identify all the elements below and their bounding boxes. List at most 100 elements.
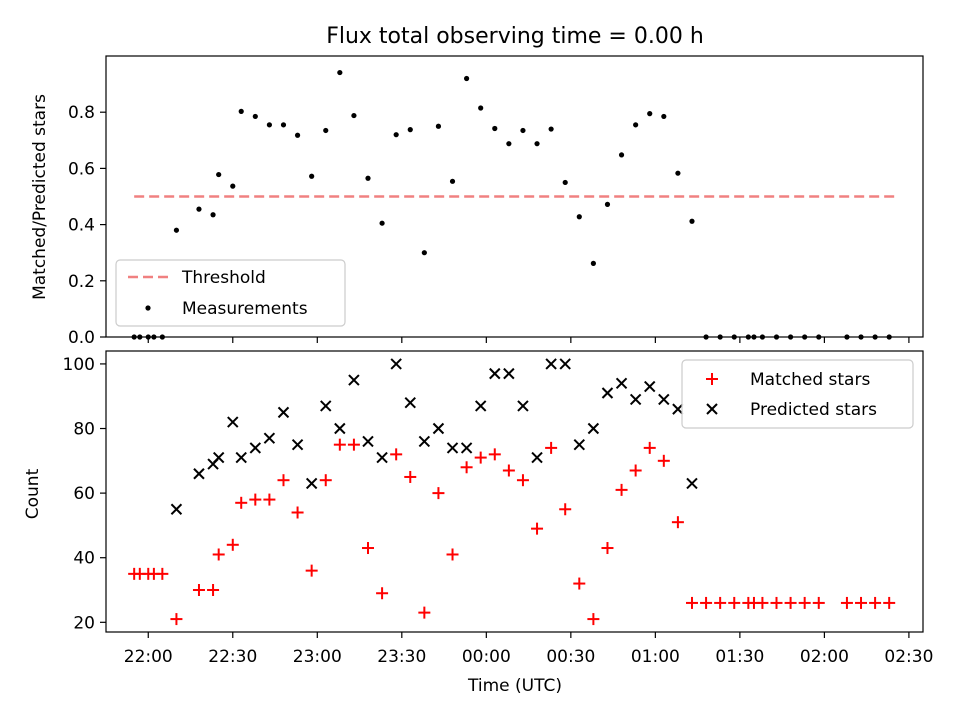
measurement-point [393,132,399,138]
bottom-y-tick-label: 20 [73,613,95,633]
matched-star-point [432,487,445,500]
matched-star-point [728,596,741,609]
top-axes-frame [105,55,924,338]
matched-star-point [784,596,797,609]
predicted-star-point [672,403,684,415]
matched-star-point [601,542,614,555]
matched-star-point [615,483,628,496]
top-legend: Threshold Measurements [115,259,346,327]
matched-star-point [869,596,882,609]
matched-star-point [446,548,459,561]
matched-star-point [798,596,811,609]
matched-star-point [333,438,346,451]
predicted-star-point [193,468,205,480]
measurement-point [309,173,315,179]
measurement-point [421,250,427,256]
matched-star-point [212,548,225,561]
measurement-point [689,218,695,224]
top-y-tick-label: 0.0 [68,328,95,348]
measurement-point [661,113,667,120]
measurement-point [407,127,413,133]
predicted-star-point [418,435,431,448]
measurement-point [365,175,371,181]
top-y-tick-label: 0.6 [68,159,95,179]
legend-predicted-label: Predicted stars [750,400,877,420]
matched-star-point [657,454,670,467]
predicted-star-point [658,393,670,406]
matched-star-point [362,542,375,555]
matched-star-point [170,613,183,626]
matched-star-point [643,441,656,454]
matched-star-point [418,606,431,619]
matched-star-point [488,448,501,461]
x-axis-label: Time (UTC) [467,676,562,696]
x-tick-label: 02:30 [884,647,933,667]
chart-title: Flux total observing time = 0.00 h [326,24,704,49]
measurement-point [562,179,568,186]
predicted-star-point [644,380,656,393]
measurement-point [252,113,258,120]
predicted-star-point [320,400,332,412]
bottom-y-ticks: 20 40 60 80 100 [63,355,106,633]
top-y-tick-label: 0.4 [68,216,95,236]
measurement-point [618,152,625,158]
measurement-point [520,127,526,134]
matched-star-point [277,474,290,487]
x-tick-label: 22:30 [208,647,257,667]
matched-star-point [573,577,586,590]
predicted-star-point [460,442,473,454]
measurement-point [449,178,456,184]
predicted-star-point [390,358,402,370]
predicted-star-point [212,451,225,464]
measurement-point [435,123,442,129]
measurement-point [323,127,329,134]
predicted-star-point [573,438,586,451]
predicted-star-point [545,358,557,370]
measurement-point [216,171,222,178]
predicted-star-point [404,396,416,409]
x-tick-label: 00:00 [462,647,511,667]
matched-star-point [671,516,684,529]
predicted-star-point [291,438,304,451]
matched-star-point [685,596,698,609]
measurement-point [280,122,287,128]
x-tick-label: 02:00 [800,647,849,667]
matched-star-point [587,613,600,626]
measurement-point [173,227,180,233]
x-tick-label: 22:00 [124,647,173,667]
matched-star-point [812,596,825,609]
bottom-y-tick-label: 100 [63,355,95,375]
predicted-star-point [362,435,374,448]
x-tick-label: 01:30 [715,647,764,667]
predicted-star-point [615,377,628,390]
legend-predicted-marker [706,403,718,415]
matched-star-point [305,564,318,577]
matched-star-point [840,596,853,609]
matched-star-point [263,493,276,506]
measurement-point [478,105,484,111]
predicted-star-point [170,503,183,515]
measurement-point [590,260,596,266]
matched-star-point [474,451,487,464]
legend-threshold-label: Threshold [181,268,266,288]
predicted-star-point [601,387,614,399]
top-legend-box [115,259,346,327]
matched-star-point [207,584,220,597]
bottom-legend-box [681,359,914,429]
predicted-star-point [432,422,445,435]
predicted-star-point [517,400,529,412]
matched-star-point [226,538,239,551]
matched-star-point [516,474,529,487]
predicted-star-point [559,358,571,370]
measurement-point [633,122,639,128]
matched-star-point [235,496,248,509]
x-tick-label: 01:00 [631,647,680,667]
top-y-tick-label: 0.8 [68,103,95,123]
predicted-star-point [305,477,318,490]
predicted-star-point [629,393,642,406]
measurement-point [675,170,681,176]
top-y-axis-label: Matched/Predicted stars [30,94,50,300]
bottom-y-tick-label: 80 [73,420,95,440]
